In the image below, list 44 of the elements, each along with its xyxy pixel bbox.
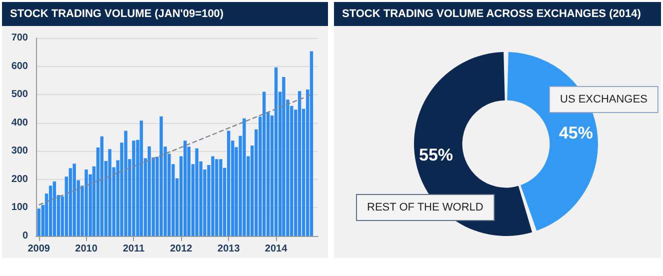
bar <box>48 186 52 236</box>
bar <box>100 136 104 236</box>
bar <box>215 159 218 236</box>
chart-title: STOCK TRADING VOLUME (JAN'09=100) <box>2 2 328 26</box>
y-tick-label: 600 <box>11 60 28 72</box>
bar <box>148 146 151 236</box>
x-tick-label: 2010 <box>75 244 98 254</box>
bar <box>160 116 163 236</box>
bar <box>298 91 302 236</box>
bar <box>132 140 136 236</box>
y-tick-label: 700 <box>11 32 28 44</box>
bar <box>37 208 40 236</box>
bar <box>219 159 222 236</box>
bar <box>262 92 266 236</box>
slice-label: REST OF THE WORLD <box>367 202 484 214</box>
y-tick-label: 100 <box>11 202 28 214</box>
bar <box>184 140 187 236</box>
x-tick-label: 2009 <box>28 244 50 254</box>
bar <box>282 77 286 236</box>
bar <box>72 164 76 236</box>
x-tick-label: 2013 <box>218 244 240 254</box>
bar <box>140 120 143 236</box>
bar <box>211 156 214 236</box>
bar <box>227 130 230 236</box>
data-label: 55% <box>419 146 454 165</box>
data-label: 45% <box>558 123 593 142</box>
bar <box>52 181 56 236</box>
y-tick-label: 200 <box>11 174 28 185</box>
x-tick-label: 2014 <box>264 244 288 254</box>
slice-label: US EXCHANGES <box>560 94 648 106</box>
bar <box>310 51 314 236</box>
bar <box>274 67 278 236</box>
chart-title: STOCK TRADING VOLUME ACROSS EXCHANGES (2014) <box>334 2 661 26</box>
bar <box>108 149 112 236</box>
bar <box>84 170 88 236</box>
bar <box>195 148 198 236</box>
bar <box>124 130 128 236</box>
y-tick-label: 500 <box>11 89 28 100</box>
bar <box>242 118 246 236</box>
x-tick-label: 2011 <box>122 244 145 254</box>
y-tick-label: 0 <box>22 230 28 242</box>
y-tick-label: 400 <box>11 117 28 128</box>
x-tick-label: 2012 <box>170 244 193 254</box>
y-tick-label: 300 <box>11 146 28 157</box>
